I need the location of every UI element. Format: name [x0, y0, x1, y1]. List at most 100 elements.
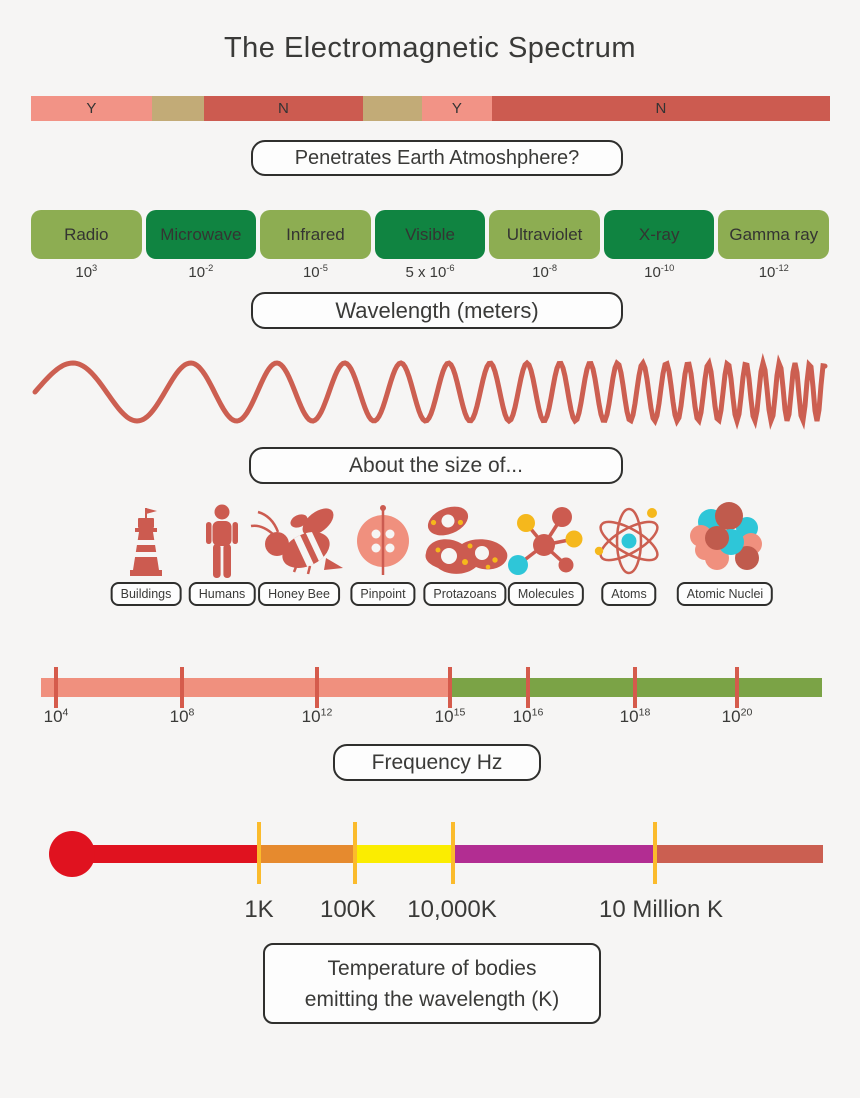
frequency-value-exponent: 4: [62, 706, 69, 719]
frequency-tick-label: 1016: [513, 707, 544, 727]
temperature-segment-0: [72, 845, 259, 863]
frequency-tick: [735, 667, 739, 708]
temperature-callout-line1: Temperature of bodies: [327, 956, 537, 980]
atmosphere-segment: [151, 96, 205, 121]
button-pin-icon: [357, 505, 409, 575]
wavelength-value: 10-8: [532, 263, 558, 281]
size-label-pinpoint: Pinpoint: [350, 582, 416, 606]
wavelength-value: 103: [75, 263, 98, 281]
size-label-text-protazoans: Protazoans: [433, 587, 497, 601]
wavelength-value: 10-5: [303, 263, 328, 281]
frequency-value: 1016: [513, 707, 544, 726]
size-label-text-pinpoint: Pinpoint: [360, 587, 406, 601]
atmosphere-callout: Penetrates Earth Atmoshphere?: [251, 140, 623, 176]
frequency-tick: [526, 667, 530, 708]
wavelength-value-base: 10: [75, 264, 93, 281]
band-label-x-ray: X-ray: [638, 224, 680, 244]
frequency-value-exponent: 18: [638, 706, 651, 719]
temperature-segment-4: [655, 845, 823, 863]
size-label-protazoans: Protazoans: [423, 582, 507, 606]
temperature-tick: [353, 822, 357, 884]
size-label-atomic-nuclei: Atomic Nuclei: [676, 582, 774, 606]
wavelength-value-base: 10: [532, 264, 549, 281]
frequency-value: 108: [170, 707, 195, 726]
wavelength-value-base: 10: [644, 264, 661, 281]
bee-icon: [250, 508, 343, 575]
temperature-tick: [257, 822, 261, 884]
band-microwave: Microwave: [145, 210, 257, 259]
size-label-text-buildings: Buildings: [120, 587, 172, 601]
frequency-value-base: 10: [169, 707, 189, 726]
frequency-tick-label: 1020: [722, 707, 753, 727]
band-label-radio: Radio: [64, 224, 109, 244]
spectrum-bands-row: Radio Microwave Infrared Visible Ultraviolet…: [31, 210, 830, 259]
band-label-microwave: Microwave: [160, 224, 242, 244]
frequency-value-base: 10: [512, 707, 532, 726]
temperature-tick: [653, 822, 657, 884]
wavelength-values-row: 103 10-2 10-5 5 x 10-6 10-8 10-10 10-12: [31, 263, 829, 281]
size-label-text-atomic-nuclei: Atomic Nuclei: [686, 587, 764, 601]
band-label-visible: Visible: [405, 224, 455, 244]
temperature-segment-2: [355, 845, 453, 863]
frequency-value: 104: [44, 707, 69, 726]
wavelength-value-exponent: -2: [205, 263, 214, 273]
band-ultraviolet: Ultraviolet: [489, 210, 600, 259]
frequency-tick-label: 1012: [302, 707, 333, 727]
amoeba-icon: [425, 506, 508, 574]
size-label-text-atoms: Atoms: [611, 587, 647, 601]
wavelength-value: 10-12: [759, 263, 789, 281]
band-value-gamma-ray: 10-12: [718, 263, 829, 281]
size-callout-text: About the size of...: [349, 453, 523, 477]
frequency-callout: Frequency Hz: [333, 744, 541, 781]
thermometer-bulb: [49, 831, 95, 877]
atom-icon: [594, 507, 659, 575]
band-label-infrared: Infrared: [286, 224, 345, 244]
frequency-value-exponent: 12: [320, 706, 333, 719]
temperature-tick-label: 10 Million K: [598, 896, 724, 923]
atmosphere-segment-label: N: [655, 100, 667, 117]
band-visible: Visible: [374, 210, 486, 259]
band-radio: Radio: [31, 210, 142, 259]
frequency-tick: [448, 667, 452, 708]
wavelength-value-exponent: -5: [319, 263, 328, 273]
band-value-radio: 103: [31, 263, 142, 281]
band-value-microwave: 10-2: [146, 263, 257, 281]
band-label-gamma-ray: Gamma ray: [729, 224, 819, 244]
temperature-callout: Temperature of bodies emitting the wavel…: [263, 943, 601, 1024]
nucleus-icon: [690, 502, 762, 570]
frequency-value-exponent: 15: [453, 706, 466, 719]
temperature-tick-label: 10,000K: [407, 896, 497, 923]
temperature-tick-label: 1K: [244, 896, 274, 923]
band-label-ultraviolet: Ultraviolet: [506, 224, 583, 244]
wavelength-value-exponent: -8: [548, 263, 558, 273]
human-icon: [206, 504, 238, 578]
size-label-honey-bee: Honey Bee: [258, 582, 340, 606]
size-label-text-humans: Humans: [198, 587, 246, 601]
wavelength-value: 10-2: [188, 263, 214, 281]
atmosphere-segment-label: Y: [86, 100, 97, 117]
size-label-buildings: Buildings: [110, 582, 182, 606]
size-label-text-honey-bee: Honey Bee: [268, 587, 330, 601]
frequency-tick-label: 104: [44, 707, 69, 727]
atmosphere-segment: N: [204, 96, 363, 121]
wavelength-value-exponent: 3: [92, 263, 98, 273]
frequency-value-exponent: 20: [740, 706, 753, 719]
wavelength-value: 10-10: [644, 263, 675, 281]
wavelength-value-base: 10: [188, 264, 206, 281]
frequency-bar-low: [41, 678, 450, 697]
molecule-icon: [508, 507, 583, 575]
frequency-value-base: 10: [434, 707, 454, 726]
chirp-wave: [32, 353, 828, 430]
band-value-visible: 5 x 10-6: [375, 263, 486, 281]
wavelength-value-exponent: -6: [446, 263, 455, 273]
temperature-tick: [451, 822, 455, 884]
band-value-x-ray: 10-10: [604, 263, 715, 281]
temperature-tick-label: 100K: [319, 896, 377, 923]
frequency-value-base: 10: [721, 707, 741, 726]
wavelength-value-exponent: -12: [775, 263, 789, 273]
temperature-segment-1: [259, 845, 355, 863]
temperature-callout-line2: emitting the wavelength (K): [304, 987, 560, 1011]
size-callout: About the size of...: [249, 447, 623, 484]
wavelength-value-exponent: -10: [660, 263, 675, 273]
